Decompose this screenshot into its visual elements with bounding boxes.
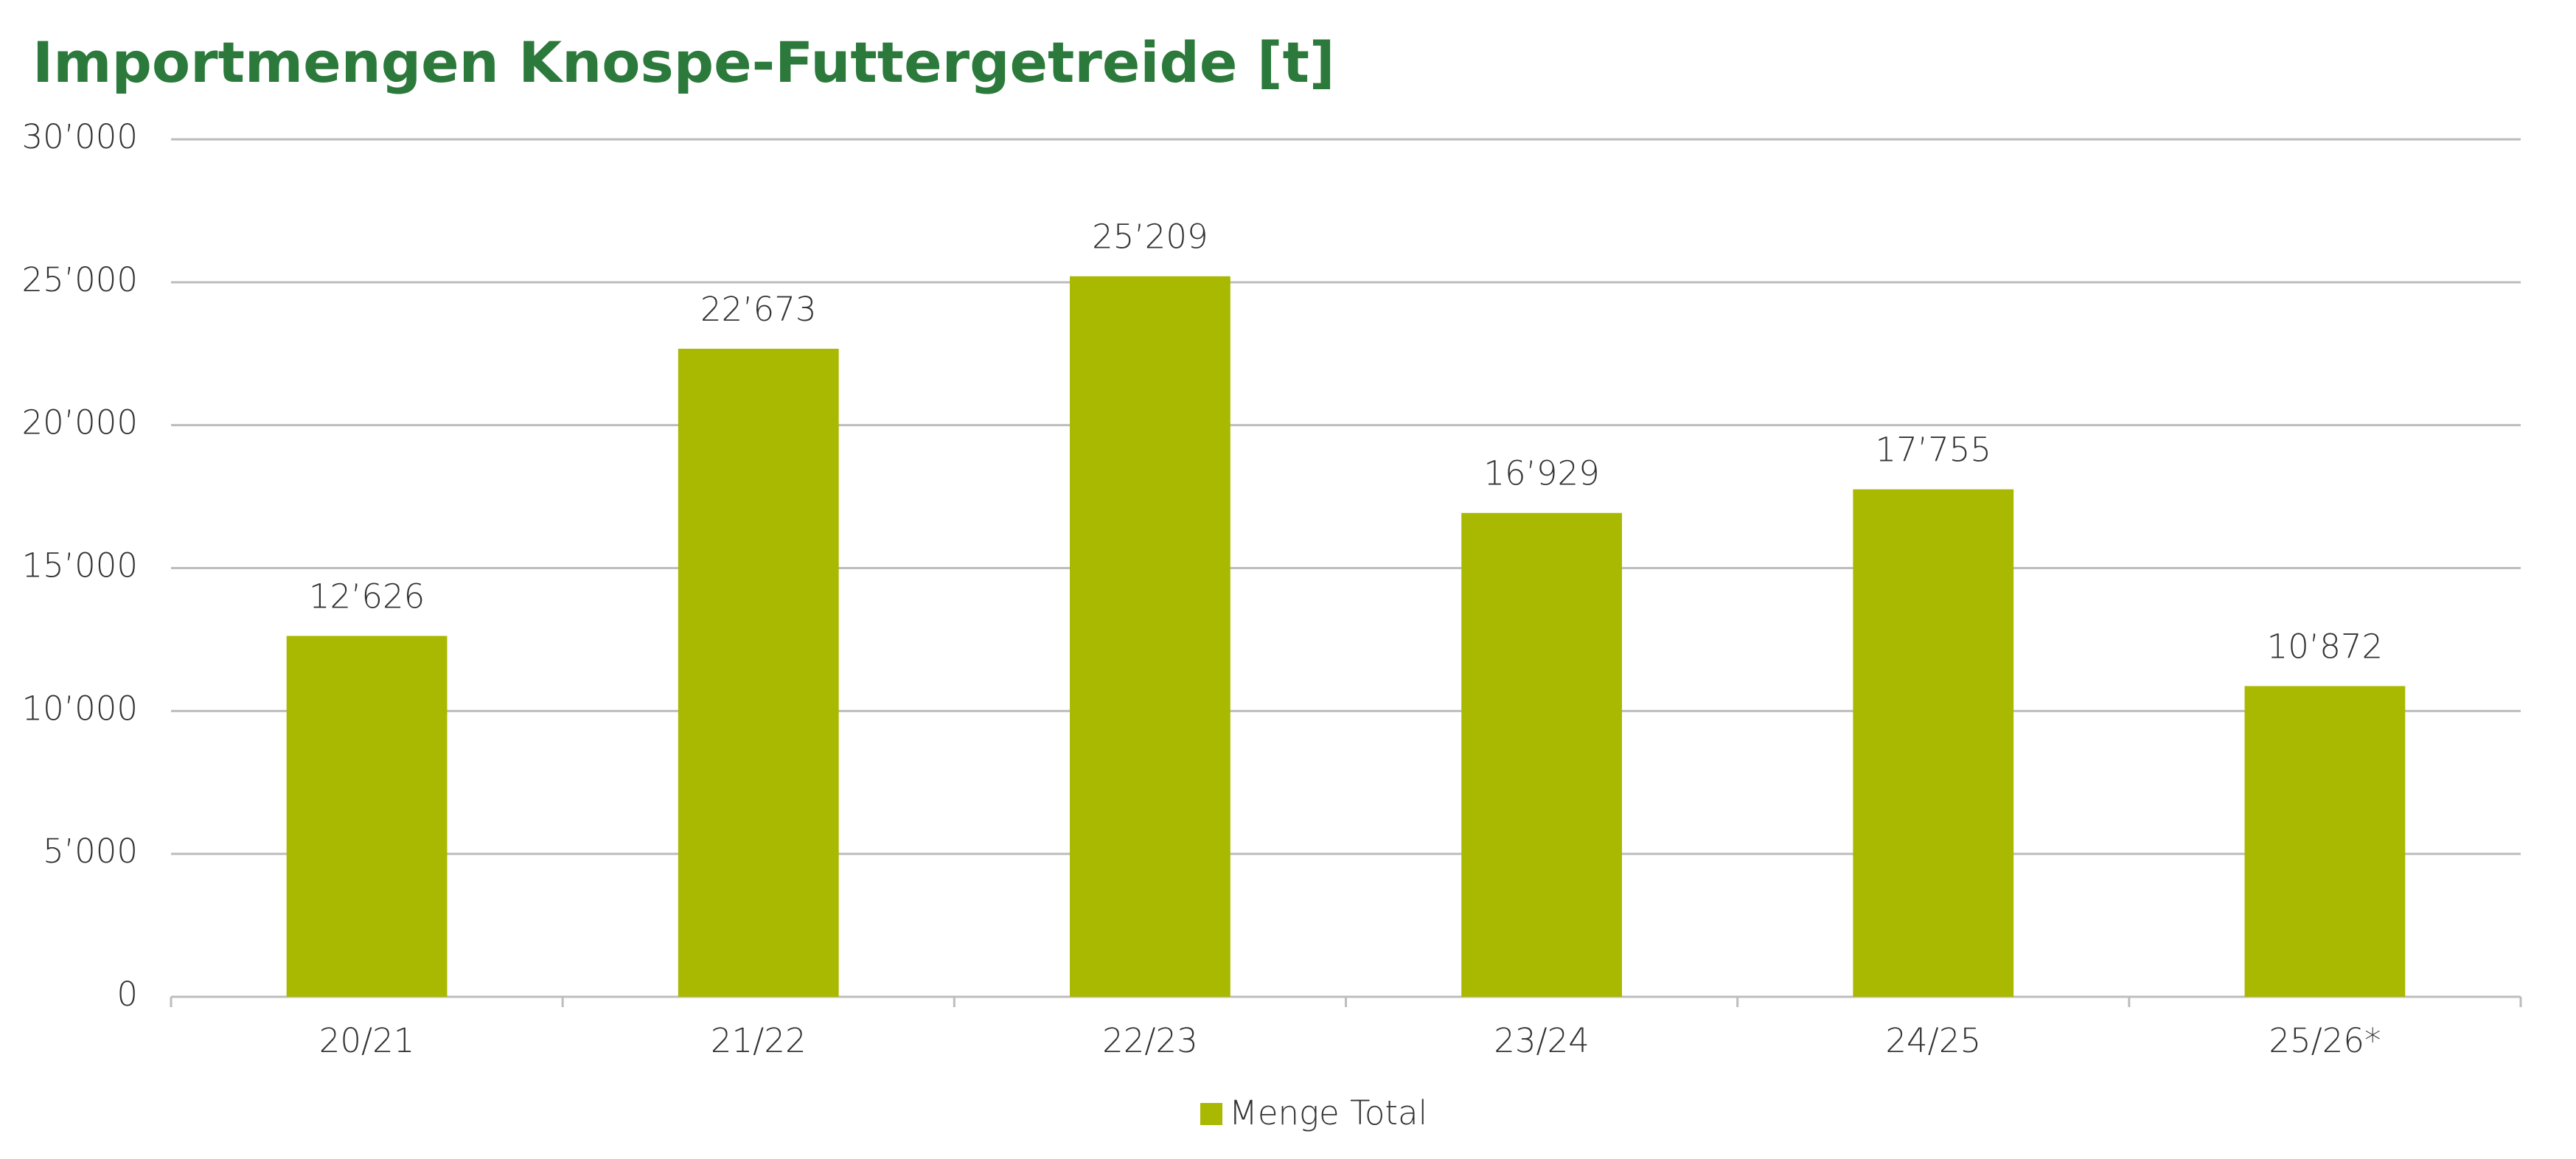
bar	[2244, 686, 2406, 997]
y-tick-label: 20’000	[22, 403, 138, 442]
x-tick-label: 22/23	[1102, 1021, 1198, 1060]
bar	[678, 349, 839, 998]
value-label: 17’755	[1876, 431, 1991, 470]
x-tick-label: 23/24	[1494, 1021, 1590, 1060]
value-label: 25’209	[1092, 217, 1208, 257]
value-label: 10’872	[2267, 627, 2383, 666]
legend-swatch	[1200, 1103, 1222, 1125]
x-tick-label: 21/22	[711, 1021, 807, 1060]
value-label: 12’626	[309, 577, 425, 616]
x-tick-label: 24/25	[1885, 1021, 1981, 1060]
value-label: 16’929	[1483, 454, 1599, 493]
x-tick-label: 25/26*	[2269, 1021, 2381, 1060]
x-tick-label: 20/21	[319, 1021, 415, 1060]
bar	[1461, 512, 1622, 997]
chart-title: Importmengen Knospe-Futtergetreide [t]	[32, 29, 1335, 95]
y-tick-label: 15’000	[22, 546, 138, 585]
y-tick-label: 25’000	[22, 260, 138, 299]
bar	[1070, 276, 1230, 998]
y-tick-label: 0	[116, 975, 138, 1014]
y-tick-label: 5’000	[43, 832, 138, 871]
legend-label: Menge Total	[1229, 1093, 1427, 1132]
y-tick-label: 30’000	[22, 117, 138, 156]
bar	[286, 636, 448, 997]
value-label: 22’673	[700, 290, 816, 329]
y-tick-label: 10’000	[22, 689, 138, 728]
bar	[1853, 489, 2014, 997]
